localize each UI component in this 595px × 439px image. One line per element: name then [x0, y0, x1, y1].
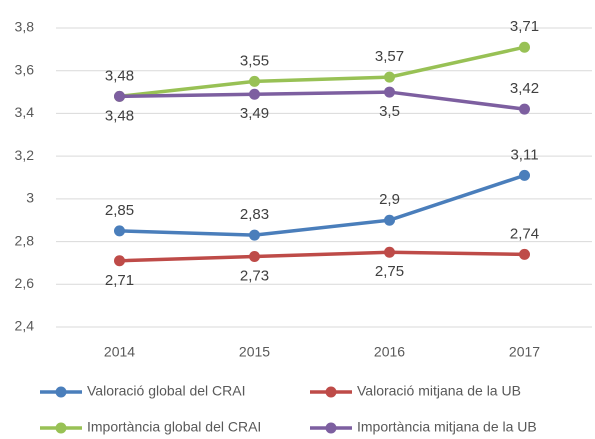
data-label: 3,57	[375, 48, 404, 65]
y-tick-label: 3,8	[15, 19, 35, 35]
data-label: 3,48	[105, 67, 134, 84]
data-label: 3,11	[510, 146, 538, 163]
data-point	[384, 246, 395, 258]
data-label: 2,74	[510, 225, 539, 242]
data-label: 2,9	[379, 191, 400, 208]
x-tick-label: 2016	[374, 344, 405, 360]
data-label: 2,83	[240, 206, 269, 223]
data-label: 2,75	[375, 263, 404, 280]
data-label: 3,71	[510, 18, 539, 35]
data-point	[519, 103, 530, 115]
legend-marker	[55, 386, 67, 398]
legend-marker	[325, 386, 337, 398]
legend-label: Valoració mitjana de la UB	[357, 383, 521, 399]
data-label: 3,55	[240, 52, 269, 69]
y-tick-label: 2,6	[15, 275, 35, 291]
data-label: 2,71	[105, 272, 134, 289]
y-tick-label: 3,4	[15, 104, 35, 120]
data-point	[519, 41, 530, 53]
data-point	[249, 251, 260, 263]
data-point	[384, 86, 395, 98]
legend-marker	[325, 422, 337, 434]
data-point	[249, 75, 260, 87]
series-line	[119, 173, 526, 237]
data-point	[519, 248, 530, 260]
data-point	[114, 225, 125, 237]
x-tick-label: 2014	[104, 344, 135, 360]
y-tick-label: 2,4	[15, 318, 35, 334]
x-tick-label: 2015	[239, 344, 270, 360]
x-tick-label: 2017	[509, 344, 540, 360]
y-tick-label: 2,8	[15, 232, 35, 248]
data-label: 3,5	[379, 103, 400, 120]
legend-marker	[55, 422, 67, 434]
data-point	[114, 255, 125, 267]
data-point	[519, 169, 530, 181]
series-line	[119, 250, 525, 263]
data-point	[249, 229, 260, 241]
data-point	[384, 214, 395, 226]
data-label: 2,85	[105, 202, 134, 219]
y-tick-label: 3,6	[15, 61, 35, 77]
data-point	[114, 90, 125, 102]
data-point	[249, 88, 260, 100]
y-tick-label: 3,2	[15, 147, 35, 163]
data-label: 3,42	[510, 80, 539, 97]
data-label: 3,49	[240, 105, 269, 122]
data-label: 2,73	[240, 267, 269, 284]
legend-label: Valoració global del CRAI	[87, 383, 246, 399]
data-point	[384, 71, 395, 83]
data-label: 3,48	[105, 107, 134, 124]
legend-label: Importància global del CRAI	[87, 419, 261, 435]
series-line	[119, 90, 525, 111]
series-line	[119, 45, 525, 99]
y-tick-label: 3	[26, 190, 34, 206]
legend-label: Importància mitjana de la UB	[357, 419, 537, 435]
